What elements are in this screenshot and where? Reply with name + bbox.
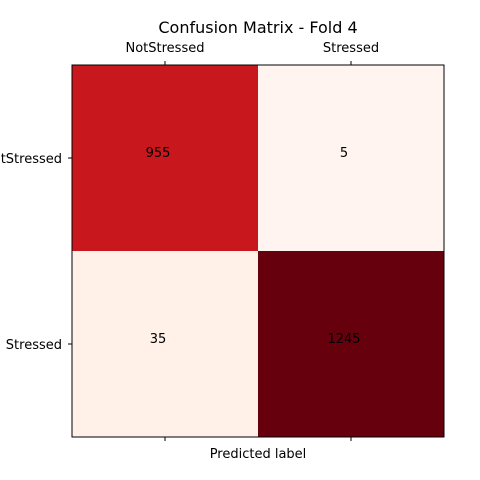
heatmap-cell-r0-c1 <box>258 65 444 251</box>
x-tick-label-0: NotStressed <box>126 41 205 56</box>
x-tick-labels: NotStressed Stressed <box>126 41 380 56</box>
cell-value-label-r0-c0: 955 <box>146 146 171 161</box>
x-tick-label-1: Stressed <box>323 41 379 56</box>
cell-value-labels: 955 5 35 1245 <box>146 146 361 347</box>
y-tick-label-1: Stressed <box>6 338 62 353</box>
plot-frame <box>71 64 445 438</box>
x-axis-label: Predicted label <box>210 447 307 462</box>
cell-value-label-r1-c0: 35 <box>150 332 167 347</box>
heatmap-cells <box>72 65 444 437</box>
y-tick-label-0: NotStressed <box>0 152 62 167</box>
chart-title: Confusion Matrix - Fold 4 <box>158 18 357 37</box>
heatmap-cell-r0-c0 <box>72 65 258 251</box>
heatmap-cell-r1-c1 <box>258 251 444 437</box>
cell-value-label-r1-c1: 1245 <box>327 332 360 347</box>
axis-ticks <box>68 61 352 441</box>
heatmap-cell-r1-c0 <box>72 251 258 437</box>
y-tick-labels: NotStressed Stressed <box>0 152 62 353</box>
cell-value-label-r0-c1: 5 <box>340 146 348 161</box>
